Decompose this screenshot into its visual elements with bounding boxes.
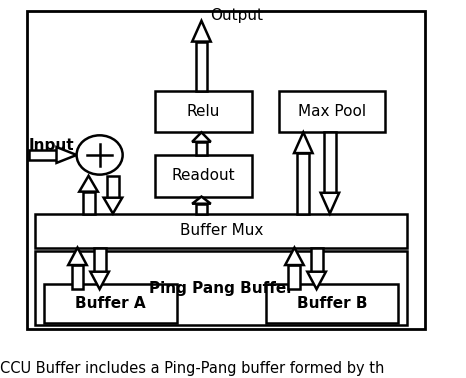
Polygon shape bbox=[285, 248, 304, 265]
Polygon shape bbox=[294, 132, 313, 153]
Text: Readout: Readout bbox=[172, 168, 235, 183]
Polygon shape bbox=[321, 193, 339, 214]
Bar bbox=[94, 248, 106, 272]
Bar bbox=[44, 284, 177, 323]
Polygon shape bbox=[307, 272, 326, 289]
Text: Input: Input bbox=[29, 138, 75, 153]
Bar bbox=[288, 265, 301, 289]
Polygon shape bbox=[68, 248, 87, 265]
Bar bbox=[297, 153, 309, 214]
Text: Buffer B: Buffer B bbox=[297, 296, 367, 311]
Text: Relu: Relu bbox=[187, 104, 220, 119]
Polygon shape bbox=[192, 132, 211, 142]
Polygon shape bbox=[56, 147, 76, 163]
Text: CCU Buffer includes a Ping-Pang buffer formed by th: CCU Buffer includes a Ping-Pang buffer f… bbox=[0, 361, 384, 376]
Bar bbox=[311, 248, 322, 272]
Bar bbox=[35, 251, 407, 325]
Bar bbox=[324, 132, 336, 193]
Polygon shape bbox=[192, 21, 211, 42]
Text: Buffer Mux: Buffer Mux bbox=[180, 223, 263, 238]
Text: Buffer A: Buffer A bbox=[75, 296, 146, 311]
Polygon shape bbox=[192, 197, 211, 204]
Circle shape bbox=[76, 135, 123, 175]
Polygon shape bbox=[90, 272, 109, 289]
Text: Output: Output bbox=[210, 8, 263, 23]
Bar bbox=[35, 214, 407, 248]
Bar bbox=[155, 91, 253, 132]
Bar bbox=[155, 155, 253, 197]
Text: Max Pool: Max Pool bbox=[298, 104, 366, 119]
Bar bbox=[266, 284, 398, 323]
Bar bbox=[82, 192, 95, 214]
Polygon shape bbox=[103, 198, 122, 214]
Bar bbox=[279, 91, 385, 132]
Bar bbox=[72, 265, 83, 289]
Bar bbox=[27, 11, 425, 329]
Bar bbox=[196, 204, 207, 214]
Bar bbox=[196, 42, 207, 91]
Bar bbox=[29, 150, 56, 160]
Text: Ping Pang Buffer: Ping Pang Buffer bbox=[149, 281, 294, 296]
Polygon shape bbox=[79, 176, 98, 192]
Bar bbox=[196, 142, 207, 155]
Bar bbox=[107, 176, 119, 198]
